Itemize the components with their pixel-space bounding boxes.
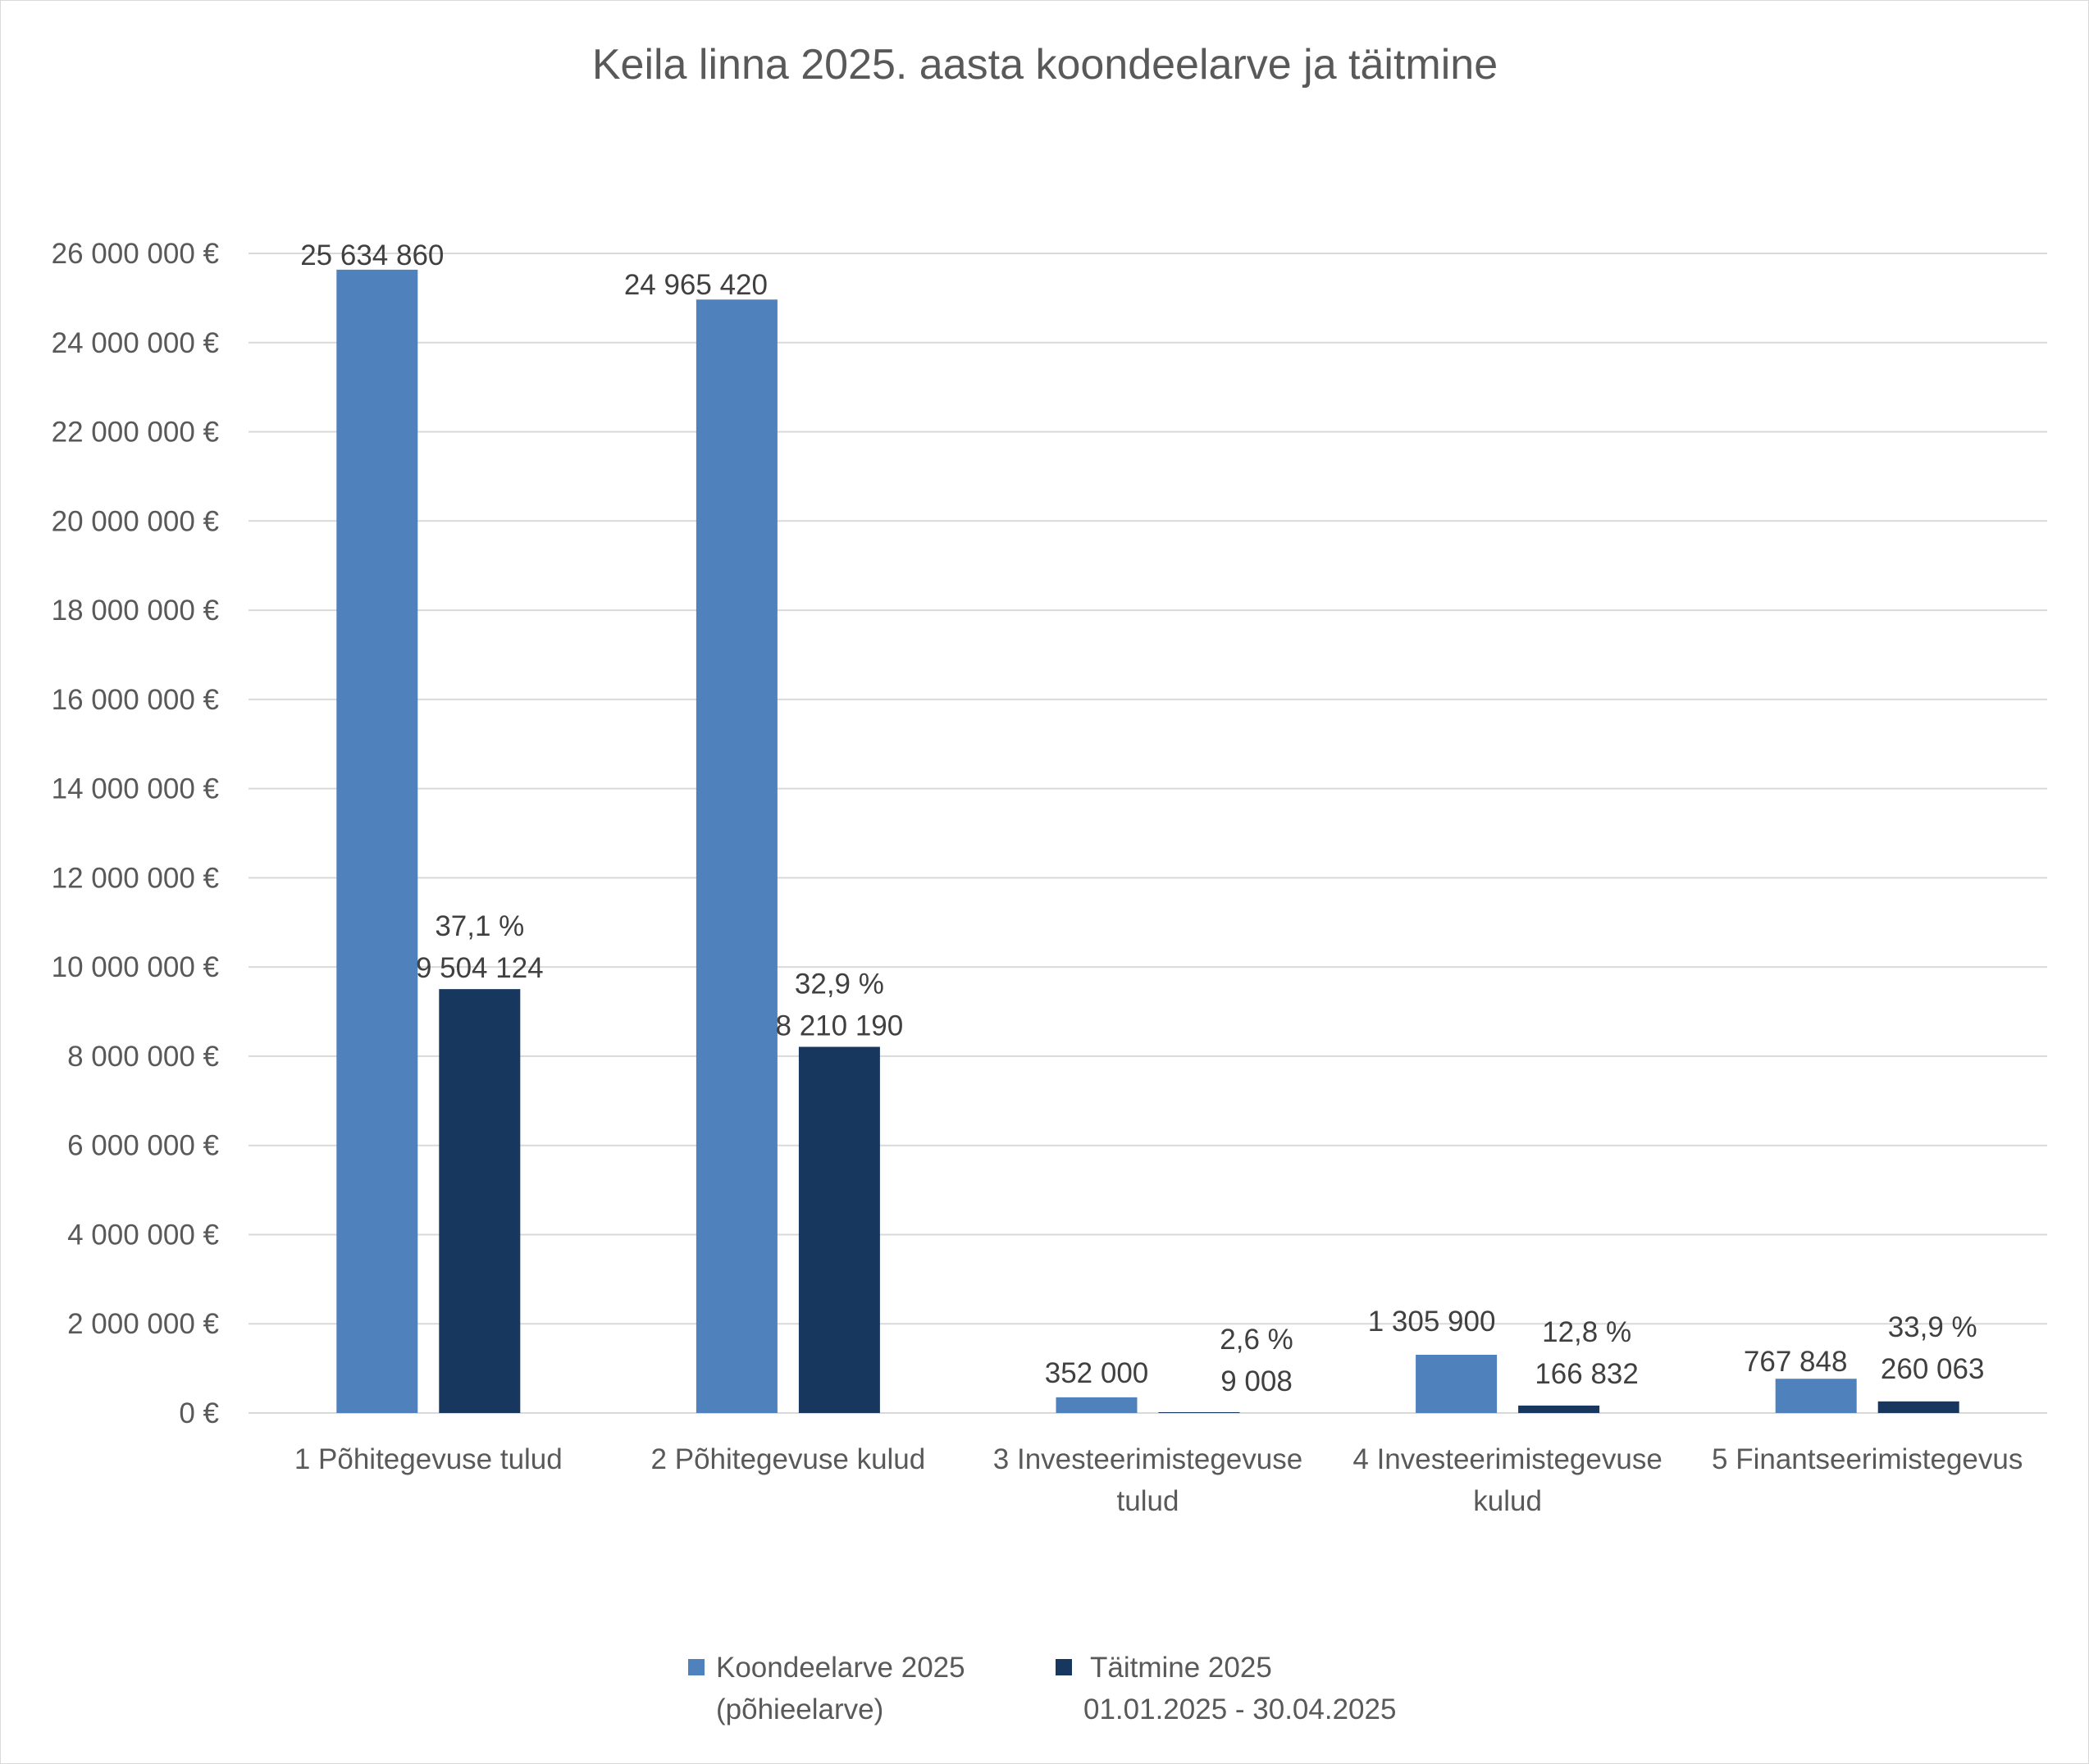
y-tick-label: 4 000 000 € [67,1219,219,1251]
legend-swatch [688,1659,705,1675]
y-axis-tick-labels: 0 € 2 000 000 € 4 000 000 € 6 000 000 € 8 00… [52,238,219,1429]
data-label: 12,8 % [1542,1316,1631,1348]
y-tick-label: 22 000 000 € [52,417,219,449]
legend-label: Täitmine 2025 [1090,1652,1272,1684]
y-tick-label: 14 000 000 € [52,773,219,805]
data-label: 24 965 420 [624,269,768,301]
data-labels: 25 634 860 37,1 % 9 504 124 24 965 420 32,9 … [300,239,1984,1397]
x-category-label: tulud [1117,1485,1179,1517]
legend-label: Koondeelarve 2025 [716,1652,965,1684]
data-label: 25 634 860 [300,239,444,271]
data-label: 767 848 [1744,1346,1848,1378]
data-label: 32,9 % [795,968,884,1000]
y-tick-label: 2 000 000 € [67,1308,219,1340]
bar [336,269,418,1413]
y-tick-label: 20 000 000 € [52,505,219,537]
gridlines [249,253,2047,1414]
bar [439,989,521,1413]
bar [1877,1401,1959,1413]
y-tick-label: 18 000 000 € [52,595,219,627]
y-tick-label: 6 000 000 € [67,1130,219,1162]
chart-title: Keila linna 2025. aasta koondeelarve ja … [592,41,1498,89]
x-category-label: 5 Finantseerimistegevus [1712,1443,2023,1475]
y-tick-label: 12 000 000 € [52,862,219,894]
data-label: 9 504 124 [416,952,544,984]
x-category-label: 3 Investeerimistegevuse [993,1443,1302,1475]
data-label: 352 000 [1045,1357,1149,1389]
y-tick-label: 10 000 000 € [52,951,219,983]
x-axis-category-labels: 1 Põhitegevuse tulud 2 Põhitegevuse kulud… [294,1443,2023,1517]
y-tick-label: 16 000 000 € [52,684,219,716]
data-label: 166 832 [1535,1358,1639,1390]
bars [336,269,1959,1413]
data-label: 8 210 190 [776,1010,904,1042]
legend: Koondeelarve 2025 (põhieelarve) Täitmine 2… [688,1652,1396,1725]
y-tick-label: 8 000 000 € [67,1041,219,1073]
bar [1775,1379,1857,1413]
legend-label: 01.01.2025 - 30.04.2025 [1083,1693,1396,1725]
x-category-label: 2 Põhitegevuse kulud [651,1443,926,1475]
y-tick-label: 26 000 000 € [52,238,219,270]
data-label: 33,9 % [1888,1311,1977,1343]
legend-label: (põhieelarve) [716,1693,883,1725]
x-category-label: 4 Investeerimistegevuse [1352,1443,1662,1475]
data-label: 2,6 % [1220,1324,1293,1356]
bar [1158,1412,1240,1413]
x-category-label: kulud [1473,1485,1542,1517]
bar [798,1046,880,1413]
data-label: 1 305 900 [1368,1306,1496,1338]
bar [696,299,778,1413]
y-tick-label: 0 € [179,1397,219,1429]
data-label: 37,1 % [435,910,524,942]
y-tick-label: 24 000 000 € [52,327,219,359]
bar [1518,1405,1600,1413]
bar [1416,1354,1498,1413]
x-category-label: 1 Põhitegevuse tulud [294,1443,563,1475]
legend-swatch [1056,1659,1072,1675]
data-label: 9 008 [1220,1365,1293,1397]
bar [1056,1397,1138,1413]
data-label: 260 063 [1881,1353,1985,1385]
